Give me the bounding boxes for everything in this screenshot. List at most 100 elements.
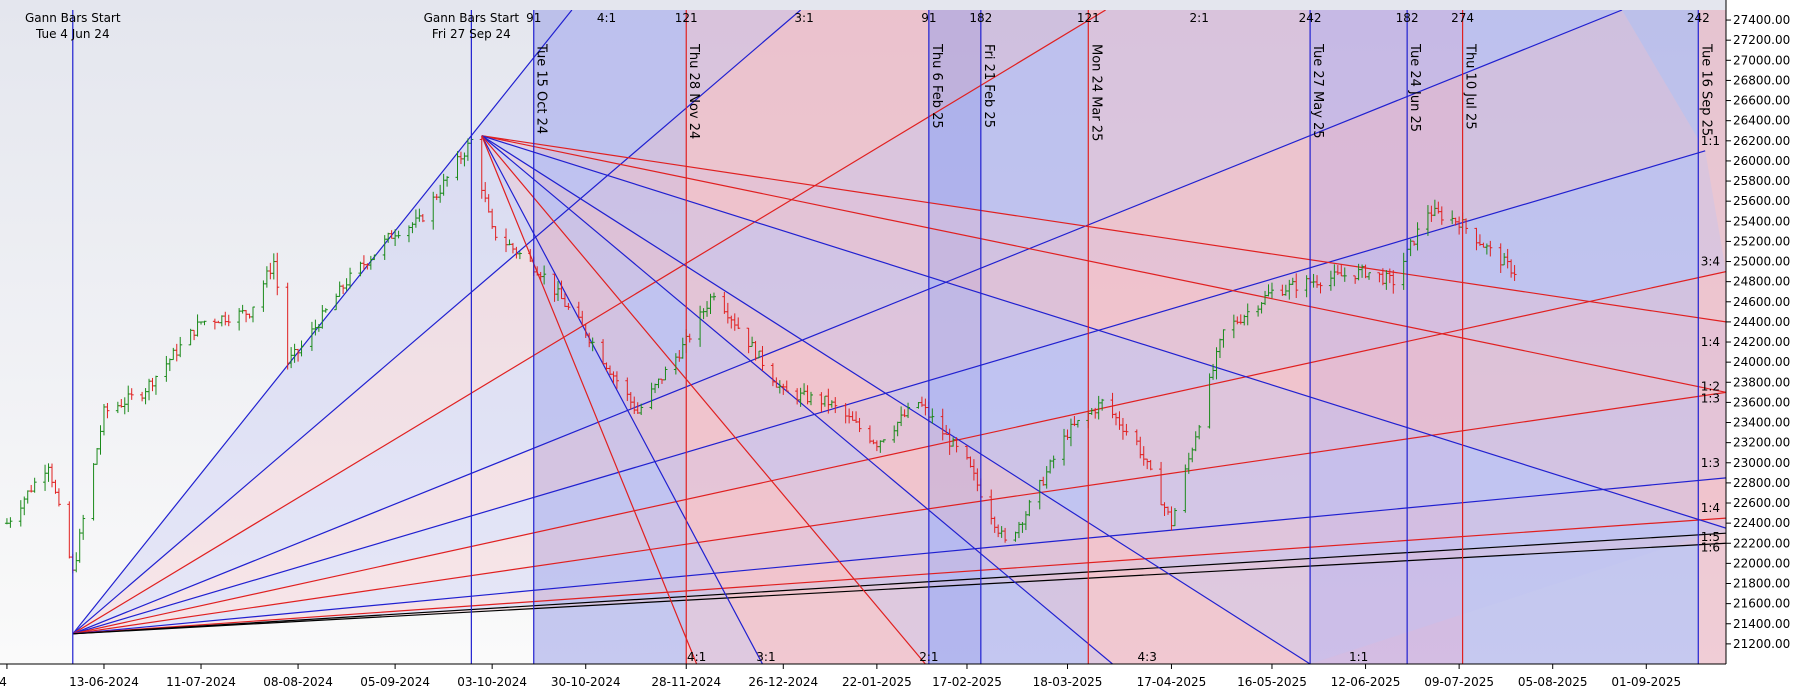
x-tick-label-2: 13-06-2024 <box>69 675 139 689</box>
x-axis-panel <box>0 664 1808 692</box>
y-tick-label-24: 25800.00 <box>1733 174 1790 188</box>
x-tick-label-17: 05-08-2025 <box>1518 675 1588 689</box>
bottom-annotation-2: 3:1 <box>756 650 775 664</box>
bottom-annotation-4: 4:3 <box>1138 650 1157 664</box>
fan-fill-1-5 <box>72 150 1726 634</box>
y-tick-label-8: 22600.00 <box>1733 496 1790 510</box>
y-tick-label-23: 25600.00 <box>1733 194 1790 208</box>
gann-start-label-2-2: Fri 27 Sep 24 <box>432 27 511 41</box>
gann-start-label-1-2: Tue 4 Jun 24 <box>35 27 110 41</box>
fan-line-9 <box>72 517 1726 635</box>
y-tick-label-7: 22400.00 <box>1733 516 1790 530</box>
time-bands <box>533 10 1726 664</box>
top-annotation-2: 4:1 <box>597 11 616 25</box>
x-tick-label-7: 30-10-2024 <box>551 675 621 689</box>
right-annotation-1: 1:1 <box>1701 134 1720 148</box>
y-tick-label-31: 27200.00 <box>1733 33 1790 47</box>
fan-fill-1-4 <box>72 10 1706 634</box>
y-tick-label-9: 22800.00 <box>1733 476 1790 490</box>
right-annotation-7: 1:4 <box>1701 501 1720 515</box>
bottom-annotation-3: 2:1 <box>919 650 938 664</box>
y-tick-label-32: 27400.00 <box>1733 13 1790 27</box>
fan-line-15 <box>481 135 1311 664</box>
y-tick-label-4: 21800.00 <box>1733 577 1790 591</box>
right-annotation-8: 1:5 <box>1701 530 1720 544</box>
x-tick-label-16: 09-07-2025 <box>1424 675 1494 689</box>
top-annotation-3: 121 <box>675 11 698 25</box>
vertical-marker-label-3: Tue 15 Oct 24 <box>534 43 549 134</box>
fan-line-18 <box>481 135 764 664</box>
time-band-4 <box>980 10 1089 664</box>
gann-start-label-2-1: Gann Bars Start <box>424 11 520 25</box>
time-band-9 <box>1698 10 1726 664</box>
x-tick-label-18: 01-09-2025 <box>1611 675 1681 689</box>
annotations: 91 4:1 121 3:1 91 182 121 2:1 242 182 274 242 4:1 3:1… <box>526 11 1720 664</box>
fan-line-3 <box>72 10 1106 635</box>
vertical-marker-label-7: Mon 24 Mar 25 <box>1088 44 1103 141</box>
right-annotation-6: 1:3 <box>1701 456 1720 470</box>
x-tick-label-1: -2024 <box>0 675 7 689</box>
y-axis: 21200.00 21400.00 21600.00 21800.00 22000.00… <box>1726 13 1790 651</box>
y-tick-label-12: 23400.00 <box>1733 416 1790 430</box>
x-tick-label-15: 12-06-2025 <box>1331 675 1401 689</box>
x-tick-label-9: 26-12-2024 <box>748 675 818 689</box>
fan-line-4 <box>72 10 1623 635</box>
y-tick-label-27: 26400.00 <box>1733 114 1790 128</box>
y-tick-label-19: 24800.00 <box>1733 275 1790 289</box>
vertical-marker-label-9: Tue 24 Jun 25 <box>1407 43 1422 132</box>
time-band-2 <box>686 10 929 664</box>
y-tick-label-29: 26800.00 <box>1733 73 1790 87</box>
top-annotation-11: 274 <box>1451 11 1474 25</box>
time-band-3 <box>928 10 981 664</box>
y-tick-label-22: 25400.00 <box>1733 214 1790 228</box>
fan-line-11 <box>72 542 1726 635</box>
fan-line-6 <box>72 271 1726 635</box>
x-tick-label-10: 22-01-2025 <box>842 675 912 689</box>
top-annotation-8: 2:1 <box>1190 11 1209 25</box>
fan-line-17 <box>481 135 926 664</box>
right-annotation-2: 3:4 <box>1701 255 1720 269</box>
x-tick-label-11: 17-02-2025 <box>932 675 1002 689</box>
fan-line-10 <box>72 532 1726 635</box>
x-tick-label-14: 16-05-2025 <box>1237 675 1307 689</box>
y-tick-label-20: 25000.00 <box>1733 255 1790 269</box>
y-tick-label-14: 23800.00 <box>1733 375 1790 389</box>
top-annotation-7: 121 <box>1077 11 1100 25</box>
y-tick-label-15: 24000.00 <box>1733 355 1790 369</box>
x-axis: -2024 13-06-2024 11-07-2024 08-08-2024 05-09… <box>0 664 1681 689</box>
vertical-marker-label-10: Thu 10 Jul 25 <box>1463 43 1478 130</box>
bottom-annotation-1: 4:1 <box>687 650 706 664</box>
vertical-marker-label-6: Fri 21 Feb 25 <box>981 44 996 128</box>
gann-start-label-1-1: Gann Bars Start <box>25 11 121 25</box>
y-tick-label-1: 21200.00 <box>1733 637 1790 651</box>
fan-line-2 <box>72 10 802 635</box>
y-tick-label-3: 21600.00 <box>1733 597 1790 611</box>
top-annotation-12: 242 <box>1687 11 1710 25</box>
x-tick-label-13: 17-04-2025 <box>1137 675 1207 689</box>
right-annotation-3: 1:4 <box>1701 335 1720 349</box>
y-tick-label-16: 24200.00 <box>1733 335 1790 349</box>
y-tick-label-30: 27000.00 <box>1733 53 1790 67</box>
time-band-7 <box>1407 10 1463 664</box>
right-annotation-9: 1:6 <box>1701 540 1720 554</box>
y-tick-label-5: 22000.00 <box>1733 556 1790 570</box>
fan-line-8 <box>72 477 1726 635</box>
y-tick-label-13: 23600.00 <box>1733 395 1790 409</box>
bottom-annotation-5: 1:1 <box>1349 650 1368 664</box>
vertical-marker-label-5: Thu 6 Feb 25 <box>929 43 944 129</box>
vertical-marker-label-4: Thu 28 Nov 24 <box>686 43 701 139</box>
y-tick-label-17: 24400.00 <box>1733 315 1790 329</box>
top-annotation-10: 182 <box>1396 11 1419 25</box>
fan-line-5 <box>72 150 1706 635</box>
top-annotation-1: 91 <box>526 11 541 25</box>
y-tick-label-26: 26200.00 <box>1733 134 1790 148</box>
top-annotation-4: 3:1 <box>794 11 813 25</box>
y-tick-label-2: 21400.00 <box>1733 617 1790 631</box>
y-tick-label-28: 26600.00 <box>1733 94 1790 108</box>
vertical-markers: Gann Bars Start Tue 4 Jun 24 Gann Bars Sta… <box>25 10 1713 664</box>
y-tick-label-11: 23200.00 <box>1733 436 1790 450</box>
x-tick-label-6: 03-10-2024 <box>457 675 527 689</box>
y-tick-label-6: 22200.00 <box>1733 536 1790 550</box>
fan-line-12 <box>481 135 1726 393</box>
